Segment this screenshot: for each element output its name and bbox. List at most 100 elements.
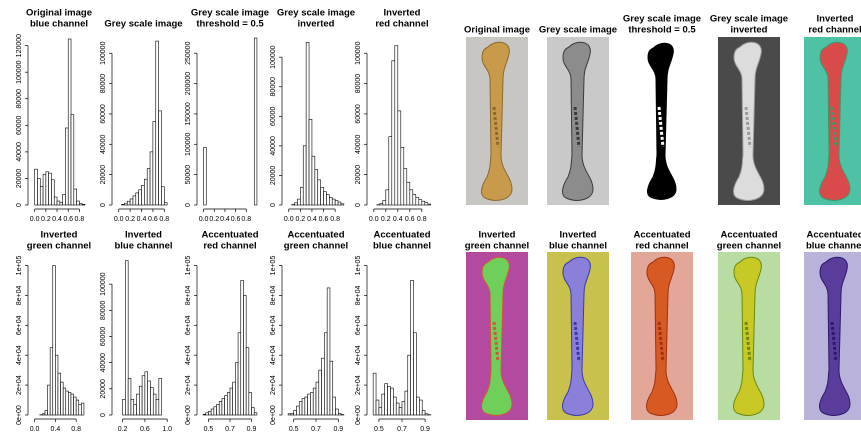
- y-tick-label: 4e+04: [16, 345, 23, 365]
- y-tick-label: 60000: [270, 106, 277, 126]
- bar: [393, 397, 396, 415]
- bar: [238, 333, 241, 415]
- x-tick-label: 0.2: [381, 216, 391, 223]
- y-tick-label: 1e+05: [355, 256, 362, 276]
- bar: [211, 409, 214, 415]
- chart-title: Inverted: [384, 8, 421, 19]
- bar: [332, 199, 335, 205]
- y-tick-label: 80000: [355, 74, 362, 94]
- bar: [77, 201, 80, 205]
- bar: [66, 391, 69, 415]
- y-tick-label: 2e+04: [270, 375, 277, 395]
- x-tick-label: 0.6: [140, 426, 150, 433]
- bar: [131, 399, 134, 415]
- image-title: red channel: [808, 25, 861, 36]
- x-tick-label: 0.0: [30, 426, 40, 433]
- bar: [136, 193, 139, 205]
- bar: [315, 170, 318, 205]
- x-tick-label: 0.8: [75, 216, 85, 223]
- y-tick-label: 60000: [100, 327, 107, 347]
- bar: [390, 388, 393, 415]
- y-tick-label: 150000: [185, 102, 192, 125]
- bar: [410, 190, 413, 205]
- bar: [134, 405, 137, 415]
- y-tick-label: 80000: [16, 89, 23, 109]
- bar: [203, 414, 206, 415]
- bar: [71, 394, 74, 415]
- bar: [144, 179, 147, 205]
- bar: [295, 203, 298, 205]
- bar: [392, 61, 395, 205]
- bar: [398, 111, 401, 205]
- y-tick-label: 20000: [16, 169, 23, 189]
- bar: [389, 137, 392, 205]
- bar: [208, 411, 211, 415]
- image-title: Inverted: [560, 230, 597, 241]
- image-title: blue channel: [806, 241, 861, 252]
- x-tick-label: 0.6: [405, 216, 415, 223]
- x-tick-label: 1.0: [162, 426, 172, 433]
- y-tick-label: 40000: [270, 136, 277, 156]
- y-tick-label: 60000: [355, 104, 362, 124]
- bar: [63, 388, 66, 415]
- y-tick-label: 2e+04: [16, 375, 23, 395]
- bar: [51, 180, 54, 205]
- y-tick-label: 80000: [100, 300, 107, 320]
- bar: [302, 399, 305, 415]
- bar: [153, 394, 156, 415]
- y-tick-label: 100000: [185, 133, 192, 156]
- chart-title: blue channel: [30, 19, 88, 30]
- bar: [159, 378, 162, 415]
- bar: [204, 147, 207, 205]
- y-tick-label: 80000: [100, 74, 107, 94]
- y-tick-label: 20000: [270, 166, 277, 186]
- y-tick-label: 80000: [270, 77, 277, 97]
- bar: [45, 411, 48, 415]
- bar: [416, 197, 419, 205]
- bar: [405, 391, 408, 415]
- chart-title: Accentuated: [287, 230, 344, 241]
- y-tick-label: 0: [100, 203, 107, 207]
- x-tick-label: 0.8: [159, 216, 169, 223]
- bar: [288, 414, 291, 415]
- bar: [324, 192, 327, 205]
- bar: [130, 199, 133, 205]
- bar: [68, 39, 71, 205]
- y-tick-label: 0: [100, 413, 107, 417]
- y-tick-label: 100000: [270, 45, 277, 68]
- chart-title: Accentuated: [201, 230, 258, 241]
- bar: [294, 411, 297, 415]
- y-tick-label: 6e+04: [270, 315, 277, 335]
- bar: [57, 201, 60, 205]
- x-tick-label: 0.7: [397, 426, 407, 433]
- bar: [142, 185, 145, 205]
- bar: [71, 115, 74, 205]
- bar: [386, 190, 389, 205]
- y-tick-label: 8e+04: [185, 285, 192, 305]
- bar: [49, 173, 52, 205]
- bar: [326, 195, 329, 205]
- bar: [42, 414, 45, 415]
- x-tick-label: 0.4: [220, 216, 230, 223]
- x-tick-label: 0.2: [41, 216, 51, 223]
- bar: [297, 199, 300, 205]
- bar: [382, 394, 385, 415]
- bar: [310, 393, 313, 415]
- bar: [333, 397, 336, 415]
- x-tick-label: 0.2: [295, 216, 305, 223]
- bar: [336, 409, 339, 415]
- bar: [159, 111, 162, 205]
- image-title: red channel: [635, 241, 688, 252]
- y-tick-label: 200000: [185, 72, 192, 95]
- bar: [383, 200, 386, 205]
- bar: [373, 373, 376, 415]
- bar: [235, 363, 238, 415]
- bar: [53, 265, 56, 415]
- bar: [50, 348, 53, 415]
- chart-title: Grey scale image: [191, 8, 269, 19]
- bar: [139, 190, 142, 205]
- chart-title: blue channel: [373, 241, 431, 252]
- bar: [411, 280, 414, 415]
